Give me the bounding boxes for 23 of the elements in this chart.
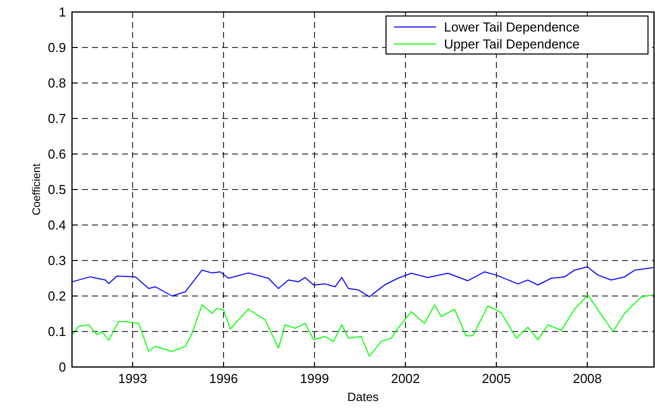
y-tick-label: 0.5 [48,182,66,197]
x-tick-label: 2002 [390,371,420,386]
y-tick-label: 0.8 [48,76,66,90]
x-tick-label: 2008 [572,371,602,386]
y-tick-label: 0.2 [48,288,66,304]
y-tick-label: 0 [58,360,66,374]
x-tick-label: 1993 [118,371,148,386]
y-axis-title: Coefficient [31,164,43,216]
y-tick-label: 0.7 [48,111,66,126]
y-tick-label: 0.6 [48,146,66,162]
y-tick-label: 0.9 [48,40,66,55]
y-tick-label: 0.4 [48,218,66,232]
line-series [72,266,654,298]
line-series [72,294,654,357]
legend-label: Lower Tail Dependence [444,20,580,34]
x-axis-title: Dates [347,390,379,404]
x-tick-label: 1996 [209,371,238,386]
y-tick-label: 0.1 [48,324,66,339]
legend-label: Upper Tail Dependence [444,36,580,52]
y-tick-label: 1 [58,4,66,20]
y-tick-label: 0.3 [48,253,66,268]
x-tick-label: 2005 [482,371,511,386]
x-tick-label: 1999 [300,371,329,386]
